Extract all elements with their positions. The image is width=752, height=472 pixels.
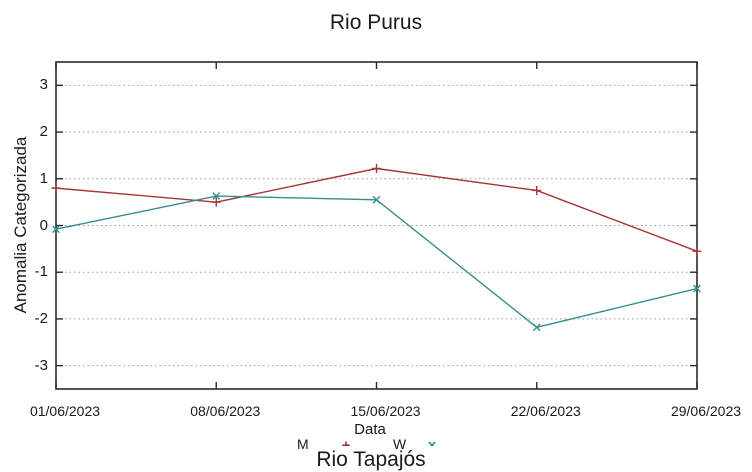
cross-marker <box>372 195 381 204</box>
x-tick-label: 22/06/2023 <box>510 403 581 419</box>
y-tick-label: -1 <box>34 263 48 281</box>
legend-marker-icon: + <box>340 439 352 446</box>
plot-area <box>51 61 702 390</box>
plus-marker <box>51 183 61 193</box>
x-tick-label: 29/06/2023 <box>670 403 742 419</box>
legend-label: W <box>393 437 407 450</box>
page: { "chart_data": { "type": "line", "title… <box>11 11 742 471</box>
y-tick-label: 0 <box>39 216 48 234</box>
y-tick-label: 1 <box>39 169 48 187</box>
y-tick-label: -2 <box>34 309 48 327</box>
plus-marker <box>372 164 381 174</box>
legend-label: M <box>297 437 309 450</box>
plus-marker <box>211 197 221 207</box>
cross-marker <box>52 225 60 234</box>
y-tick-label: -3 <box>34 356 48 374</box>
plus-marker <box>692 246 702 256</box>
chart-canvas: Rio Purus Anomalia Categorizada 3 2 1 0 -1 -2… <box>11 11 742 471</box>
cross-marker <box>693 284 701 293</box>
x-tick-label: 01/06/2023 <box>29 403 101 419</box>
series-line-w <box>55 195 698 329</box>
chart-title: Rio Purus <box>329 11 423 34</box>
legend-marker-icon: × <box>426 439 438 446</box>
cross-marker <box>532 323 541 332</box>
x-tick-label: 15/06/2023 <box>350 403 421 419</box>
x-axis-title: Data <box>354 421 386 438</box>
y-tick-label: 3 <box>39 76 48 94</box>
next-chart-title-clipped: Rio Tapajós <box>316 448 426 471</box>
x-tick-label: 08/06/2023 <box>190 403 261 419</box>
plus-marker <box>532 185 542 195</box>
y-tick-label: 2 <box>39 123 48 141</box>
cross-marker <box>212 192 221 200</box>
